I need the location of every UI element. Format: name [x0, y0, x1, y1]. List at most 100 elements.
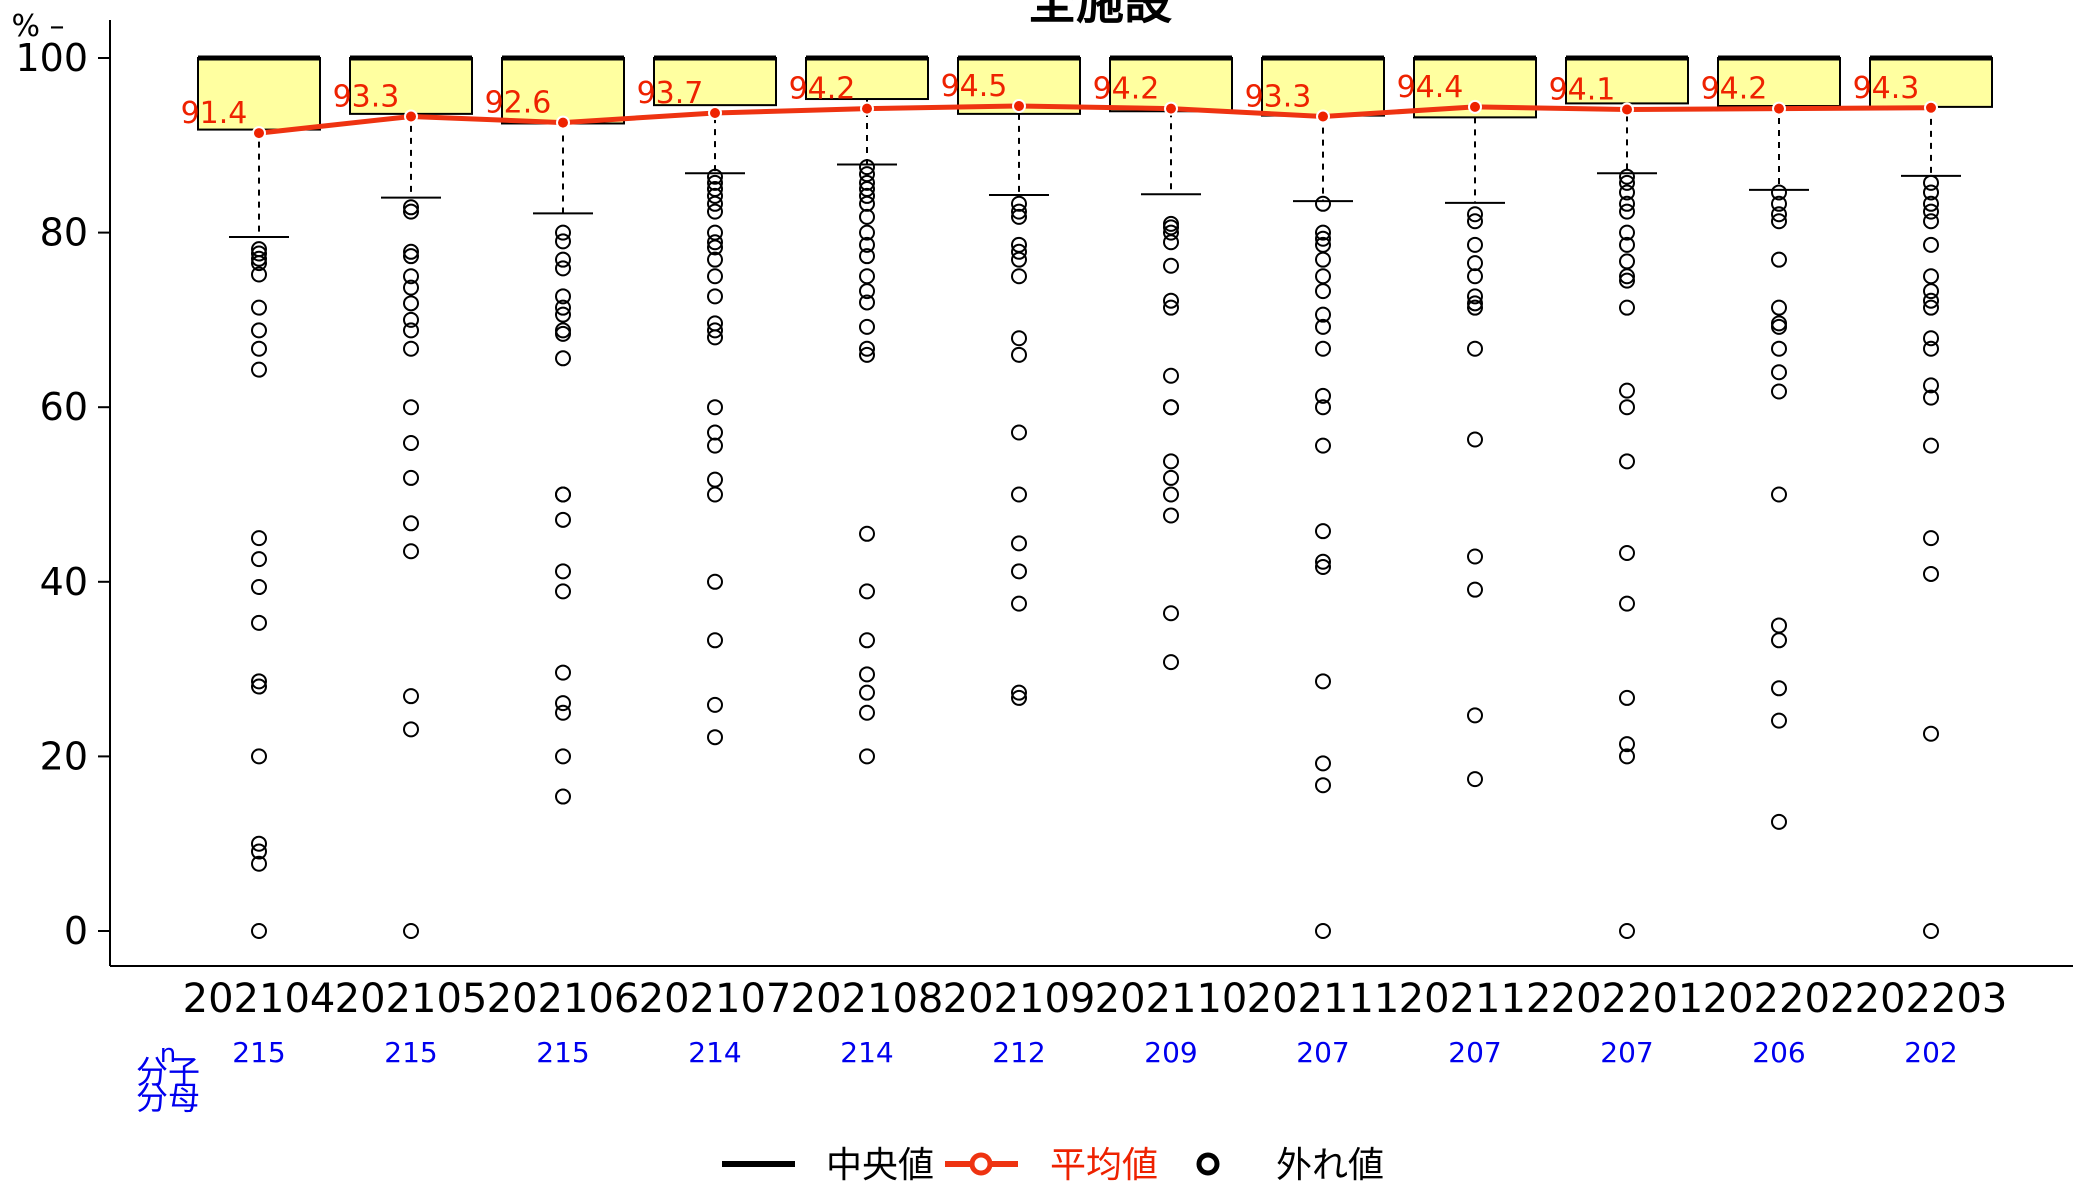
outlier-point: [555, 306, 571, 323]
n-count-label: 212: [992, 1036, 1045, 1069]
outlier-point: [1011, 563, 1027, 580]
x-tick-label: 202110: [1095, 976, 1248, 1022]
outlier-point: [1011, 203, 1027, 220]
y-axis: 0 20 40 60 80 100: [15, 20, 111, 966]
outlier-point: [1771, 184, 1787, 201]
outlier-point: [707, 239, 723, 256]
mean-label: 93.7: [637, 76, 704, 111]
mean-point: [1772, 101, 1786, 116]
outlier-point: [251, 299, 267, 316]
outlier-point: [1923, 377, 1939, 394]
outlier-point: [1619, 544, 1635, 561]
outlier-point: [859, 666, 875, 683]
outlier-point: [555, 704, 571, 721]
outlier-point: [1315, 283, 1331, 300]
box-202202: [1717, 55, 1841, 191]
outlier-point: [859, 159, 875, 176]
outlier-point: [1467, 268, 1483, 285]
n-count-label: 207: [1296, 1036, 1349, 1069]
outlier-point: [251, 551, 267, 568]
outlier-point: [1011, 208, 1027, 225]
outlier-point: [251, 579, 267, 596]
n-side-numerator: 分子: [136, 1053, 200, 1091]
outlier-point: [1011, 268, 1027, 285]
outlier-point: [859, 704, 875, 721]
outlier-point: [1163, 224, 1179, 241]
outlier-point: [1011, 251, 1027, 268]
outlier-point: [1011, 535, 1027, 552]
outlier-point: [859, 208, 875, 225]
outlier-point: [1619, 272, 1635, 289]
outlier-point: [1315, 230, 1331, 247]
outlier-point: [251, 835, 267, 852]
mean-label: 93.3: [333, 79, 400, 114]
n-count-label: 215: [384, 1036, 437, 1069]
outlier-point: [1011, 330, 1027, 347]
outlier-point: [1771, 813, 1787, 830]
mean-label: 91.4: [181, 96, 248, 131]
outlier-point: [555, 664, 571, 681]
outlier-point: [555, 563, 571, 580]
outlier-point: [1315, 777, 1331, 794]
outlier-point: [859, 187, 875, 204]
x-tick-label: 202104: [183, 976, 336, 1022]
outlier-point: [1467, 548, 1483, 565]
mean-point: [556, 115, 570, 130]
outlier-point: [1467, 771, 1483, 788]
outlier-point: [251, 250, 267, 267]
outlier-point: [1771, 712, 1787, 729]
outlier-point: [403, 721, 419, 738]
mean-point: [1468, 99, 1482, 114]
n-count-label: 207: [1600, 1036, 1653, 1069]
outlier-point: [403, 248, 419, 265]
outlier-point: [1315, 195, 1331, 212]
outlier-point: [1163, 453, 1179, 470]
n-count-label: 206: [1752, 1036, 1805, 1069]
outlier-point: [1163, 469, 1179, 486]
outlier-point: [1619, 299, 1635, 316]
mean-series: 91.4 93.3 92.6 93.7 94.2 94.5 94.2 93.3 94.4 94.1…: [181, 69, 1938, 141]
outlier-point: [1011, 346, 1027, 363]
outlier-point: [1011, 684, 1027, 701]
n-count-label: 214: [840, 1036, 893, 1069]
outlier-point: [1923, 437, 1939, 454]
outlier-point: [707, 322, 723, 339]
box-202106: [501, 55, 625, 215]
legend: 中央値 平均値 外れ値: [722, 1145, 1384, 1184]
outlier-point: [859, 346, 875, 363]
outlier-point: [707, 696, 723, 713]
mean-point: [1620, 102, 1634, 117]
x-tick-label: 202106: [487, 976, 640, 1022]
mean-label: 94.2: [1093, 72, 1160, 107]
boxes: [197, 55, 1993, 238]
box-202107: [653, 55, 777, 175]
outlier-point: [1011, 689, 1027, 706]
box-202104: [197, 55, 321, 238]
outlier-point: [403, 688, 419, 705]
outlier-point: [1163, 234, 1179, 251]
outlier-point: [707, 424, 723, 441]
outlier-point: [1923, 565, 1939, 582]
n-count-label: 215: [536, 1036, 589, 1069]
outlier-point: [251, 245, 267, 262]
outlier-point: [1619, 184, 1635, 201]
outlier-point: [1315, 251, 1331, 268]
outlier-point: [1315, 558, 1331, 575]
outlier-point: [555, 511, 571, 528]
outlier-point: [1163, 367, 1179, 384]
mean-point: [1164, 101, 1178, 116]
outlier-point: [251, 361, 267, 378]
outlier-point: [859, 236, 875, 253]
outlier-point: [555, 251, 571, 268]
outlier-point: [1315, 306, 1331, 323]
n-count-label: 202: [1904, 1036, 1957, 1069]
outlier-point: [1771, 364, 1787, 381]
outlier-point: [1315, 437, 1331, 454]
mean-point: [252, 126, 266, 141]
outlier-point: [403, 243, 419, 260]
outlier-point: [1771, 206, 1787, 223]
outlier-point: [1771, 617, 1787, 634]
outlier-point: [707, 268, 723, 285]
outlier-point: [1619, 923, 1635, 939]
y-tick-label: 20: [40, 734, 88, 778]
